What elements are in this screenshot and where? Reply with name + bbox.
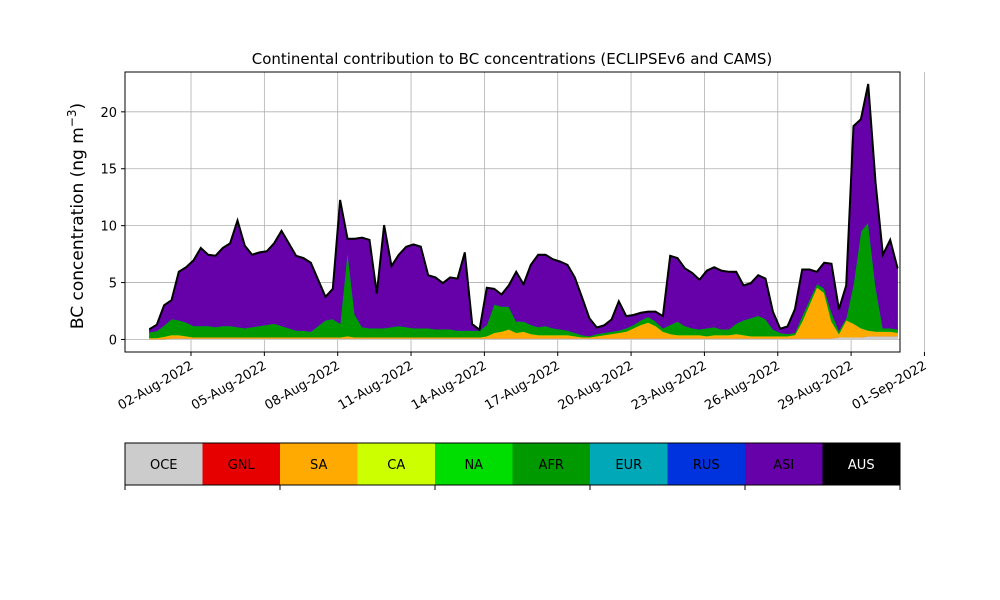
- legend-swatch-sa: [280, 443, 358, 485]
- legend-label-gnl: GNL: [228, 458, 256, 473]
- legend-swatch-na: [435, 443, 513, 485]
- y-tick-label: 20: [100, 106, 117, 121]
- legend-swatch-rus: [667, 443, 745, 485]
- area-series-asi: [149, 84, 898, 337]
- y-axis-label: BC concentration (ng m−3): [65, 103, 88, 329]
- legend-label-eur: EUR: [615, 458, 642, 473]
- stacked-areas: [148, 83, 899, 340]
- y-axis-label-main: BC concentration (ng m: [68, 127, 88, 329]
- legend-swatch-ca: [357, 443, 435, 485]
- y-tick-label: 15: [100, 163, 117, 178]
- x-tick-label: 02-Aug-2022: [116, 358, 196, 413]
- legend-colorbar: OCE GNL SA CA NA AFR EUR RUS ASI AUS: [124, 442, 901, 490]
- x-tick-label: 05-Aug-2022: [189, 358, 269, 413]
- legend-swatch-oce: [125, 443, 203, 485]
- y-tick-label: 5: [109, 277, 117, 292]
- legend-swatch-asi: [745, 443, 823, 485]
- x-tick-label: 23-Aug-2022: [629, 358, 709, 413]
- legend-frame: [124, 442, 901, 486]
- y-tick-label: 10: [100, 220, 117, 235]
- total-outline: [148, 83, 899, 332]
- legend-label-oce: OCE: [150, 458, 178, 473]
- x-tick-label: 20-Aug-2022: [556, 358, 636, 413]
- y-axis-label-close: ): [68, 103, 88, 110]
- y-tick-label: 0: [109, 333, 117, 348]
- plot-frame: [124, 71, 901, 353]
- legend-label-na: NA: [464, 458, 483, 473]
- legend-label-ca: CA: [387, 458, 405, 473]
- x-tick-label: 14-Aug-2022: [409, 358, 489, 413]
- legend-label-asi: ASI: [773, 458, 794, 473]
- axes: 0 5 10 15 20 02-Aug-202205-Aug-202208-Aug-202…: [100, 71, 930, 414]
- x-tick-label: 26-Aug-2022: [702, 358, 782, 413]
- chart-title: Continental contribution to BC concentra…: [252, 50, 773, 68]
- legend-swatch-gnl: [202, 443, 280, 485]
- legend-swatch-afr: [512, 443, 590, 485]
- x-tick-label: 11-Aug-2022: [336, 358, 416, 413]
- legend-label-afr: AFR: [539, 458, 564, 473]
- x-tick-label: 29-Aug-2022: [776, 358, 856, 413]
- legend-swatch-aus: [822, 443, 900, 485]
- legend-label-sa: SA: [310, 458, 327, 473]
- x-tick-label: 17-Aug-2022: [482, 358, 562, 413]
- legend-label-aus: AUS: [848, 458, 875, 473]
- legend-label-rus: RUS: [693, 458, 720, 473]
- x-tick-label: 08-Aug-2022: [262, 358, 342, 413]
- x-tick-label: 01-Sep-2022: [850, 358, 930, 413]
- legend-swatch-eur: [590, 443, 668, 485]
- y-axis-label-exponent: −3: [65, 109, 79, 127]
